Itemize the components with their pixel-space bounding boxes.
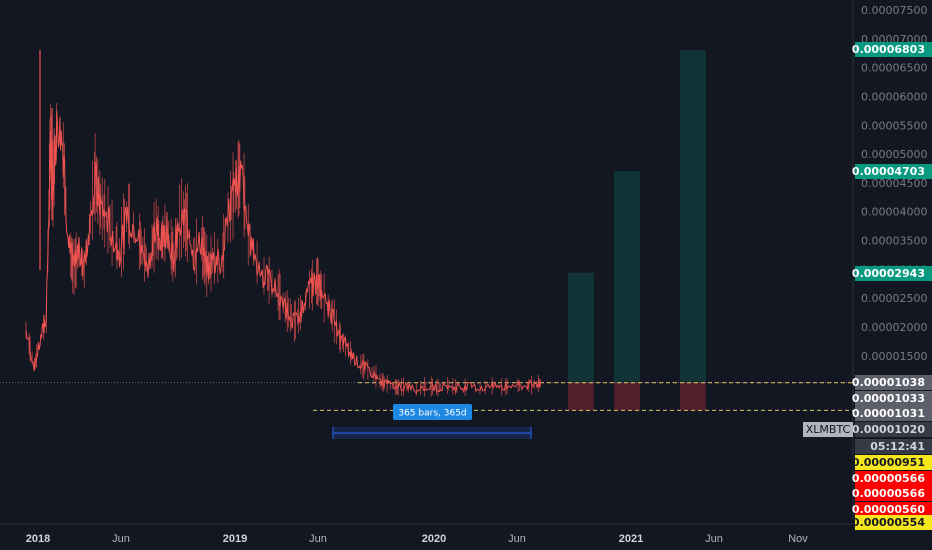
price-series xyxy=(25,50,541,397)
target-profit-zone[interactable] xyxy=(568,272,594,383)
symbol-tag xyxy=(803,422,853,437)
price-label-symbol xyxy=(855,422,932,437)
price-label-text: 0.00001031 xyxy=(852,407,925,420)
price-label-text: 0.00006803 xyxy=(852,43,925,56)
x-tick-label: Jun xyxy=(112,533,130,545)
price-label-text: 05:12:41 xyxy=(870,440,925,453)
x-tick-label: Jun xyxy=(508,533,526,545)
price-label-text: 0.00000951 xyxy=(852,456,925,469)
price-label-target xyxy=(855,164,932,179)
price-label-countdown xyxy=(855,439,932,454)
price-label-stop xyxy=(855,471,932,486)
symbol-tag-text: XLMBTC xyxy=(806,423,851,436)
price-label-stop xyxy=(855,486,932,501)
price-label-text: 0.00001038 xyxy=(852,376,925,389)
target-profit-zone[interactable] xyxy=(614,171,640,383)
y-tick-label: 0.00006500 xyxy=(861,62,927,75)
price-label-text: 0.00000560 xyxy=(852,503,925,516)
price-label-yellow xyxy=(855,455,932,470)
stop-loss-zone[interactable] xyxy=(614,382,640,411)
x-tick-label: 2020 xyxy=(422,533,446,545)
y-tick-label: 0.00002000 xyxy=(861,321,927,334)
price-label-text: 0.00000566 xyxy=(852,487,925,500)
price-line xyxy=(25,110,541,395)
price-label-text: 0.00002943 xyxy=(852,267,925,280)
y-tick-label: 0.00005000 xyxy=(861,148,927,161)
target-profit-zone[interactable] xyxy=(680,50,706,383)
price-label-last xyxy=(855,391,932,406)
stop-loss-zone[interactable] xyxy=(680,382,706,411)
price-label-yellow xyxy=(855,515,932,530)
price-label-target xyxy=(855,42,932,57)
price-label-text: 0.00000554 xyxy=(852,516,925,529)
price-label-last xyxy=(855,406,932,421)
y-tick-label: 0.00005500 xyxy=(861,119,927,132)
x-tick-label: 2018 xyxy=(26,533,50,545)
price-label-last xyxy=(855,375,932,390)
x-tick-label: Jun xyxy=(705,533,723,545)
y-tick-label: 0.00001500 xyxy=(861,350,927,363)
price-label-text: 0.00004703 xyxy=(852,165,925,178)
stop-loss-zone[interactable] xyxy=(568,382,594,411)
price-label-target xyxy=(855,266,932,281)
x-tick-label: 2021 xyxy=(619,533,643,545)
price-label-text: 0.00001020 xyxy=(852,423,925,436)
range-measure-label: 365 bars, 365d xyxy=(398,409,466,419)
y-tick-label: 0.00004500 xyxy=(861,177,927,190)
y-tick-label: 0.00004000 xyxy=(861,206,927,219)
y-tick-label: 0.00003500 xyxy=(861,235,927,248)
y-tick-label: 0.00002500 xyxy=(861,292,927,305)
price-label-text: 0.00000566 xyxy=(852,472,925,485)
x-tick-label: Nov xyxy=(788,533,808,545)
price-label-text: 0.00001033 xyxy=(852,392,925,405)
price-label-stop xyxy=(855,502,932,517)
y-tick-label: 0.00006000 xyxy=(861,90,927,103)
y-tick-label: 0.00007500 xyxy=(861,4,927,17)
x-tick-label: 2019 xyxy=(223,533,247,545)
x-tick-label: Jun xyxy=(309,533,327,545)
range-measure-badge xyxy=(393,404,472,420)
